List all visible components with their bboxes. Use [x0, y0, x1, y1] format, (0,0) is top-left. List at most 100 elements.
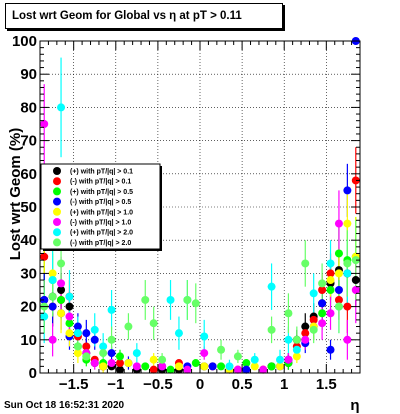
data-point [292, 345, 301, 354]
data-point [217, 345, 226, 354]
chart-title: Lost wrt Geom for Global vs η at pT > 0.… [12, 10, 242, 22]
y-tick-label: 40 [20, 232, 37, 249]
y-tick-label: 70 [20, 133, 37, 150]
data-point [40, 295, 49, 304]
data-point [334, 249, 343, 258]
y-tick-label: 30 [20, 265, 37, 282]
data-point [334, 269, 343, 278]
data-point [124, 322, 133, 331]
data-point [191, 299, 200, 308]
data-point [65, 292, 74, 301]
data-point [343, 219, 352, 228]
data-point [166, 365, 175, 374]
data-point [318, 286, 327, 294]
data-point [217, 362, 226, 371]
data-point [292, 352, 301, 361]
data-point [301, 259, 310, 268]
data-point [99, 362, 108, 371]
data-point [267, 282, 276, 291]
data-point [116, 352, 124, 361]
data-point [318, 279, 327, 288]
y-tick-label: 0 [29, 365, 37, 382]
data-point [48, 335, 57, 344]
data-point [82, 352, 91, 361]
data-point [57, 279, 66, 288]
y-tick-label: 10 [20, 332, 37, 349]
data-point [318, 299, 327, 308]
data-point [284, 309, 293, 318]
data-point [48, 276, 57, 285]
data-point [149, 319, 158, 328]
legend-marker [53, 238, 61, 247]
legend-entry: (+) with pT/|q| > 0.1 [70, 169, 133, 176]
data-point [65, 319, 74, 328]
data-point [40, 312, 49, 321]
x-tick-label: 1.5 [316, 376, 337, 393]
x-tick-label: −0.5 [143, 376, 173, 393]
data-point [57, 309, 66, 318]
x-tick-label: 0.5 [232, 376, 253, 393]
y-tick-label: 50 [20, 199, 37, 216]
data-point [284, 355, 293, 364]
data-point [191, 359, 200, 368]
data-point [326, 276, 335, 285]
data-point [301, 322, 310, 331]
data-point [57, 295, 66, 304]
data-point [242, 365, 251, 374]
data-point [326, 345, 335, 354]
data-point [48, 269, 57, 278]
legend-box [40, 163, 161, 250]
data-point [250, 355, 259, 364]
data-point [82, 342, 91, 351]
data-point [82, 329, 91, 338]
data-point [301, 335, 310, 344]
y-tick-label: 90 [20, 66, 37, 83]
data-point [225, 362, 234, 371]
data-point [284, 335, 293, 344]
data-point [200, 362, 209, 371]
data-point [326, 286, 335, 294]
data-point [99, 342, 108, 351]
data-point [107, 305, 116, 314]
data-point [65, 312, 74, 321]
data-point [73, 322, 82, 331]
data-point [242, 359, 251, 368]
data-point [343, 302, 352, 311]
data-point [292, 335, 301, 344]
x-axis-title: η [350, 397, 359, 414]
x-tick-label: −1 [107, 376, 124, 393]
data-point [174, 362, 183, 371]
data-point [200, 332, 209, 341]
data-point [334, 302, 343, 311]
data-point [326, 259, 335, 268]
data-point [309, 325, 318, 334]
data-point [149, 355, 158, 364]
legend-entry: (+) with pT/|q| > 2.0 [70, 230, 133, 237]
data-point [90, 335, 99, 344]
legend-entry: (+) with pT/|q| > 1.0 [70, 209, 133, 216]
data-point [132, 362, 141, 371]
data-point [233, 352, 242, 361]
data-point [208, 362, 217, 371]
legend-marker [53, 177, 61, 186]
data-point [40, 120, 49, 128]
data-point [174, 329, 183, 338]
data-point [183, 295, 192, 304]
data-point [116, 365, 124, 374]
y-tick-label: 80 [20, 99, 37, 116]
legend-marker [53, 207, 61, 216]
data-point [166, 295, 175, 304]
data-point [343, 269, 352, 278]
data-point [73, 329, 82, 338]
data-point [99, 349, 108, 358]
data-point [141, 362, 150, 371]
data-point [233, 365, 242, 374]
data-point [90, 325, 99, 334]
chart-title-box: Lost wrt Geom for Global vs η at pT > 0.… [5, 3, 283, 29]
data-point [309, 289, 318, 298]
y-axis-title: Lost wrt Geom (%) [7, 128, 24, 261]
timestamp-label: Sun Oct 18 16:52:31 2020 [4, 400, 125, 411]
data-point [267, 362, 276, 371]
data-point [183, 365, 192, 374]
data-point [57, 286, 66, 294]
